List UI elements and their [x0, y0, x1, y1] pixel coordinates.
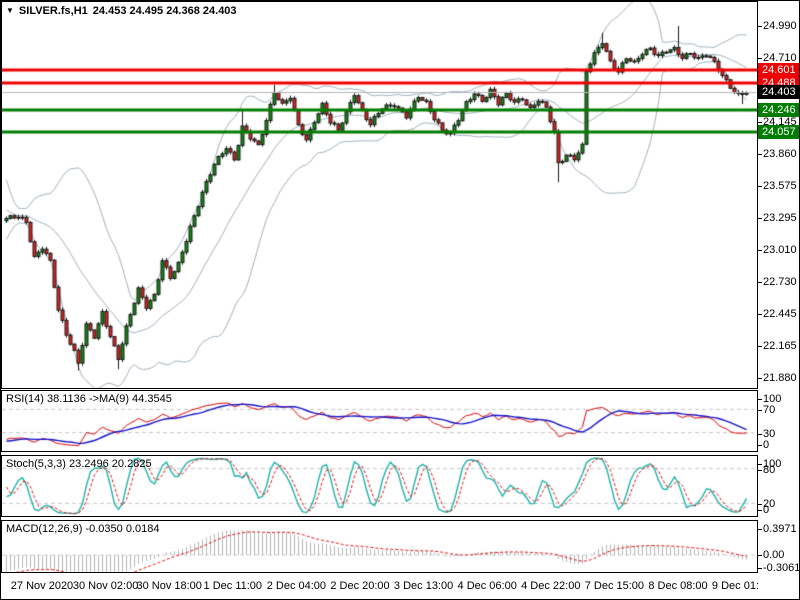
stochastic-indicator-panel: Stoch(5,3,3) 23.2496 20.2825	[1, 455, 758, 517]
stoch-axis-label: 100	[757, 458, 782, 470]
rsi-indicator-panel: RSI(14) 38.1136 ->MA(9) 44.3545	[1, 390, 758, 452]
main-chart-panel: ▼ SILVER.fs,H1 24.453 24.495 24.368 24.4…	[1, 1, 758, 389]
price-axis-label: 24.990	[758, 20, 797, 32]
price-axis-label: 23.010	[758, 244, 797, 256]
time-axis-label: 4 Dec 22:00	[521, 580, 581, 592]
price-axis-label: 23.575	[758, 180, 797, 192]
price-axis-badge: 24.057	[758, 125, 799, 139]
time-axis-label: 3 Dec 13:00	[393, 580, 454, 592]
macd-axis-label: 0.3971	[758, 523, 797, 535]
price-axis-label: 23.860	[758, 148, 797, 160]
time-axis-label: 30 Nov 18:00	[136, 580, 202, 592]
time-axis-label: 1 Dec 11:00	[203, 580, 263, 592]
rsi-axis-label: 70	[757, 404, 776, 416]
macd-canvas[interactable]	[2, 521, 757, 572]
price-axis-badge: 24.246	[758, 103, 799, 117]
price-axis: 24.990 24.710 24.145 23.860 23.575 23.295 23.0…	[757, 1, 800, 599]
symbol-label: SILVER.fs,H1	[18, 5, 88, 17]
price-axis-label: 21.880	[758, 372, 797, 384]
ohlc-values: 24.453 24.495 24.368 24.403	[92, 5, 237, 17]
time-axis-label: 9 Dec 01:00	[711, 580, 772, 592]
macd-axis-label: -0.3061	[757, 562, 800, 574]
rsi-axis-label: 0	[757, 439, 770, 451]
time-axis-label: 27 Nov 2020	[10, 580, 74, 592]
price-chart-canvas[interactable]	[2, 2, 757, 388]
stoch-axis-label: 0	[757, 504, 770, 516]
rsi-canvas[interactable]	[2, 391, 757, 451]
price-axis-label: 24.710	[758, 52, 797, 64]
time-axis-label: 2 Dec 04:00	[266, 580, 327, 592]
macd-header: MACD(12,26,9) -0.0350 0.0184	[6, 523, 160, 535]
price-axis-label: 22.730	[758, 276, 797, 288]
rsi-axis-label: 100	[757, 393, 782, 405]
macd-axis-label: 0.00	[757, 549, 785, 561]
stoch-axis-label: 80	[757, 464, 776, 476]
stochastic-header: Stoch(5,3,3) 23.2496 20.2825	[6, 458, 152, 470]
time-axis-label: 8 Dec 08:00	[648, 580, 708, 592]
stoch-axis-label: 20	[757, 498, 776, 510]
time-axis-label: 2 Dec 20:00	[330, 580, 390, 592]
macd-indicator-panel: MACD(12,26,9) -0.0350 0.0184	[1, 520, 758, 573]
rsi-axis-label: 30	[757, 428, 776, 440]
time-axis-label: 4 Dec 06:00	[457, 580, 517, 592]
price-axis-badge: 24.403	[758, 85, 799, 99]
symbol-dropdown-icon[interactable]: ▼	[6, 6, 14, 15]
stochastic-canvas[interactable]	[2, 456, 757, 516]
time-axis: 27 Nov 2020 30 Nov 02:00 30 Nov 18:00 1 Dec…	[1, 574, 771, 599]
price-axis-label: 22.165	[758, 340, 797, 352]
time-axis-label: 7 Dec 15:00	[584, 580, 645, 592]
rsi-header: RSI(14) 38.1136 ->MA(9) 44.3545	[6, 393, 172, 405]
chart-title: ▼ SILVER.fs,H1 24.453 24.495 24.368 24.4…	[6, 5, 237, 17]
price-axis-badge: 24.601	[758, 63, 799, 77]
time-axis-label: 30 Nov 02:00	[72, 580, 139, 592]
price-axis-label: 23.295	[758, 212, 797, 224]
price-axis-label: 22.445	[758, 308, 797, 320]
